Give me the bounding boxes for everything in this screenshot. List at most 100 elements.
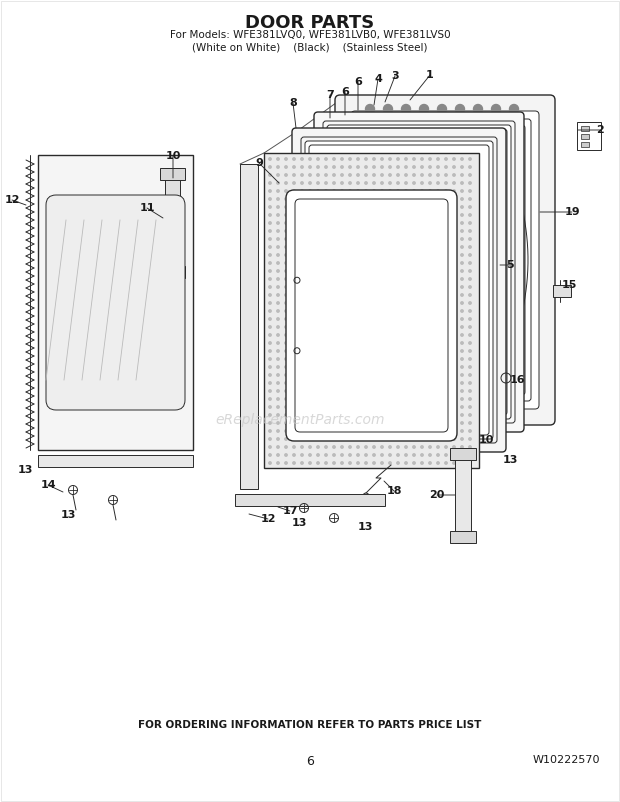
Circle shape (293, 318, 295, 320)
Circle shape (453, 374, 455, 376)
Circle shape (381, 390, 383, 392)
Circle shape (413, 294, 415, 296)
Circle shape (301, 245, 303, 248)
Circle shape (365, 374, 367, 376)
Circle shape (453, 238, 455, 241)
Circle shape (461, 302, 463, 304)
Circle shape (413, 422, 415, 424)
Circle shape (293, 454, 295, 456)
Circle shape (341, 302, 343, 304)
Circle shape (461, 230, 463, 233)
Circle shape (325, 190, 327, 192)
Circle shape (333, 230, 335, 233)
Circle shape (277, 182, 279, 184)
Bar (455, 448, 471, 543)
Circle shape (453, 358, 455, 360)
Circle shape (469, 382, 471, 384)
Circle shape (333, 406, 335, 408)
Circle shape (437, 269, 439, 272)
Text: For Models: WFE381LVQ0, WFE381LVB0, WFE381LVS0: For Models: WFE381LVQ0, WFE381LVB0, WFE3… (170, 30, 450, 40)
Circle shape (397, 454, 399, 456)
Circle shape (429, 294, 431, 296)
Text: 1: 1 (426, 70, 434, 80)
Circle shape (389, 326, 391, 328)
Circle shape (429, 390, 431, 392)
Text: 5: 5 (506, 260, 514, 270)
Circle shape (301, 222, 303, 225)
Circle shape (397, 245, 399, 248)
Circle shape (356, 318, 359, 320)
Circle shape (461, 334, 463, 336)
Circle shape (309, 277, 311, 280)
Bar (553, 285, 571, 297)
Circle shape (413, 318, 415, 320)
Circle shape (285, 462, 287, 464)
Circle shape (309, 310, 311, 312)
Circle shape (421, 269, 423, 272)
Circle shape (333, 253, 335, 256)
Circle shape (349, 214, 351, 217)
Circle shape (445, 222, 447, 225)
Circle shape (397, 430, 399, 432)
Circle shape (301, 454, 303, 456)
Circle shape (293, 382, 295, 384)
Circle shape (277, 206, 279, 209)
Circle shape (461, 350, 463, 352)
Circle shape (389, 253, 391, 256)
Circle shape (356, 277, 359, 280)
Circle shape (356, 214, 359, 217)
Circle shape (453, 406, 455, 408)
Circle shape (277, 158, 279, 160)
Circle shape (325, 326, 327, 328)
Circle shape (381, 414, 383, 416)
Circle shape (453, 214, 455, 217)
Circle shape (461, 261, 463, 264)
Circle shape (453, 422, 455, 424)
Circle shape (269, 214, 271, 217)
Circle shape (413, 390, 415, 392)
Circle shape (301, 261, 303, 264)
Circle shape (453, 261, 455, 264)
Circle shape (309, 166, 311, 168)
Circle shape (333, 214, 335, 217)
Circle shape (445, 198, 447, 200)
Circle shape (429, 438, 431, 440)
Circle shape (349, 350, 351, 352)
Text: eReplacementParts.com: eReplacementParts.com (215, 413, 385, 427)
Circle shape (429, 326, 431, 328)
Circle shape (309, 302, 311, 304)
Circle shape (349, 310, 351, 312)
Circle shape (325, 230, 327, 233)
Circle shape (277, 366, 279, 368)
Circle shape (356, 462, 359, 464)
Circle shape (365, 174, 367, 176)
Circle shape (469, 358, 471, 360)
Circle shape (445, 326, 447, 328)
Circle shape (349, 414, 351, 416)
Circle shape (285, 174, 287, 176)
Circle shape (437, 454, 439, 456)
Circle shape (309, 198, 311, 200)
Circle shape (333, 390, 335, 392)
Circle shape (373, 406, 375, 408)
Circle shape (317, 198, 319, 200)
Circle shape (461, 406, 463, 408)
Circle shape (293, 158, 295, 160)
Circle shape (373, 286, 375, 288)
Circle shape (469, 253, 471, 256)
Circle shape (341, 198, 343, 200)
Circle shape (389, 350, 391, 352)
Circle shape (469, 294, 471, 296)
Circle shape (365, 350, 367, 352)
Circle shape (349, 446, 351, 448)
Circle shape (365, 182, 367, 184)
Circle shape (405, 390, 407, 392)
Circle shape (317, 166, 319, 168)
Circle shape (365, 366, 367, 368)
Circle shape (277, 390, 279, 392)
Circle shape (285, 166, 287, 168)
Text: 13: 13 (357, 522, 373, 532)
Circle shape (413, 253, 415, 256)
Circle shape (285, 253, 287, 256)
Circle shape (349, 422, 351, 424)
